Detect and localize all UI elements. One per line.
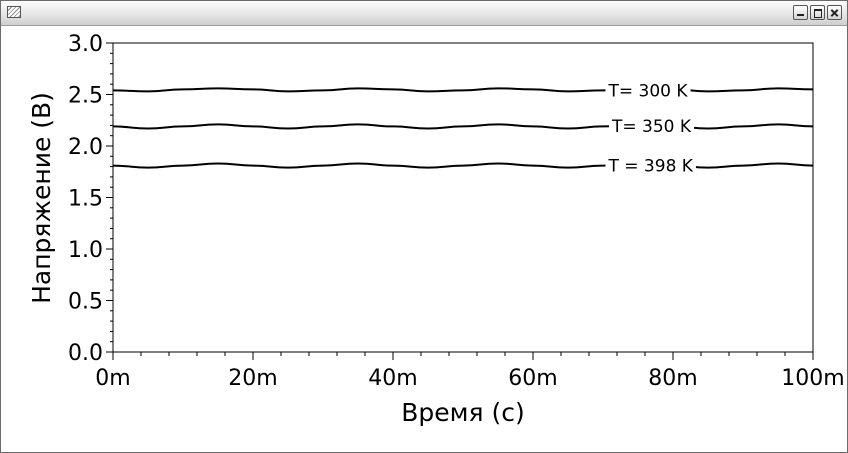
series-label-background — [605, 154, 696, 177]
y-tick-label: 0.5 — [68, 290, 103, 315]
series-label-3: T = 398 K — [608, 156, 694, 176]
x-tick-label: 0m — [95, 366, 130, 391]
series-line-2 — [112, 123, 814, 130]
title-bar[interactable] — [1, 1, 847, 26]
series-label-1: T= 300 K — [608, 81, 689, 101]
chart-window-icon[interactable] — [7, 6, 21, 18]
x-tick-label: 80m — [648, 366, 697, 391]
minimize-icon[interactable] — [793, 5, 808, 20]
series-label-background — [609, 115, 695, 138]
close-icon[interactable] — [827, 5, 842, 20]
tick-labels: 0.0 0.5 1.0 1.5 2.0 2.5 3.0 0m 20m 40m 60m 80m 100m — [68, 32, 845, 391]
series-line-1 — [112, 87, 814, 93]
window-controls — [793, 5, 842, 20]
maximize-icon[interactable] — [810, 5, 825, 20]
series-label-background — [605, 79, 691, 102]
y-axis-label: Напряжение (В) — [27, 92, 56, 304]
x-tick-label: 20m — [228, 366, 277, 391]
series-label-2: T= 350 K — [611, 117, 692, 137]
x-tick-label: 100m — [781, 366, 844, 391]
y-tick-label: 1.5 — [68, 187, 103, 212]
y-tick-label: 2.0 — [68, 135, 103, 160]
y-tick-label: 0.0 — [68, 341, 103, 366]
x-axis-label: Время (с) — [401, 398, 525, 427]
y-tick-label: 2.5 — [68, 84, 103, 109]
series-group: T= 300 K T= 350 K T = 398 K — [112, 79, 814, 177]
plot-area-frame — [112, 42, 814, 353]
y-tick-label: 1.0 — [68, 238, 103, 263]
series-line-3 — [112, 162, 814, 169]
x-tick-label: 60m — [508, 366, 557, 391]
x-tick-label: 40m — [368, 366, 417, 391]
y-tick-label: 3.0 — [68, 32, 103, 57]
